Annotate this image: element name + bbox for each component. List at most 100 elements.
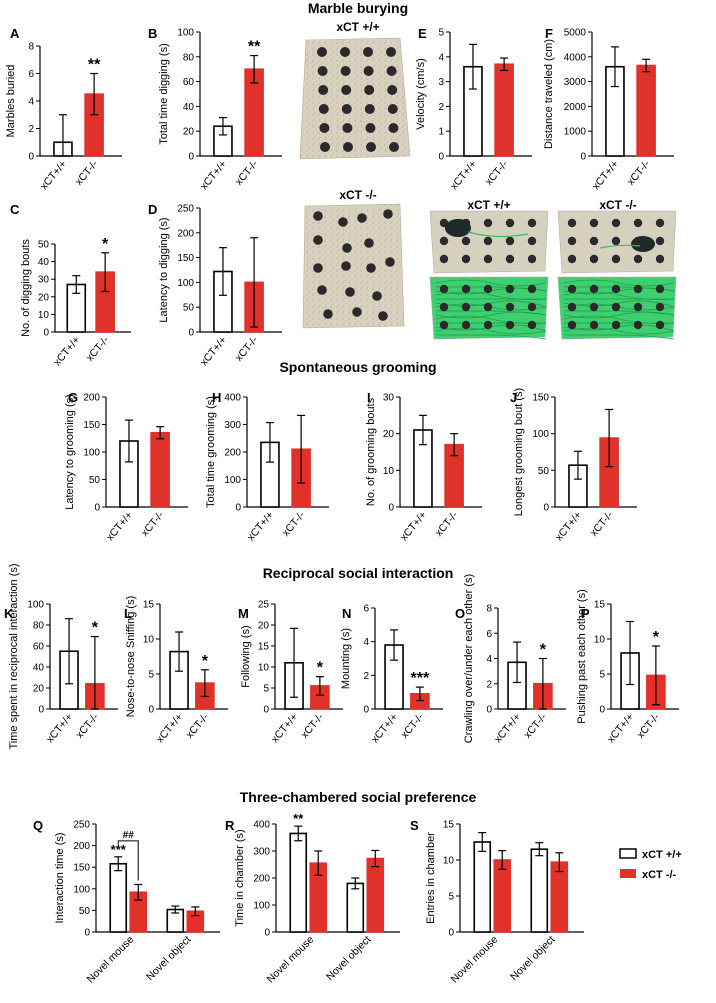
track-line xyxy=(563,327,675,335)
y-tick-label: 200 xyxy=(224,448,241,459)
y-tick-label: 5 xyxy=(448,892,454,903)
y-tick-label: 3000 xyxy=(564,77,587,88)
marble xyxy=(364,104,375,114)
panel-letter-C: C xyxy=(10,202,20,217)
y-tick-label: 15 xyxy=(443,820,455,831)
y-tick-label: 50 xyxy=(79,906,91,917)
marble xyxy=(461,254,471,264)
y-axis-label: Velocity (cm/s) xyxy=(415,58,427,130)
y-tick-label: 15 xyxy=(594,600,606,611)
y-tick-label: 2 xyxy=(438,102,444,113)
marble xyxy=(483,302,493,312)
panel-letter-P: P xyxy=(581,606,590,621)
significance-label: *** xyxy=(411,670,430,687)
y-tick-label: 50 xyxy=(38,240,50,251)
y-tick-label: 3 xyxy=(438,77,444,88)
legend-label-wt: xCT +/+ xyxy=(642,849,682,861)
marble xyxy=(366,142,376,152)
track-line xyxy=(435,311,547,319)
marble xyxy=(633,284,643,294)
bar-xCT-/- xyxy=(494,63,514,157)
y-tick-label: 100 xyxy=(224,475,241,486)
chart-panel-C: C 0 10 20 30 40 50 No. of digging bouts xCT+/+ xC… xyxy=(10,202,131,368)
x-tick-label: xCT-/- xyxy=(399,711,427,741)
bar-Novel object-xCT +/+ xyxy=(346,882,365,933)
marble xyxy=(363,47,373,57)
panel-letter-J: J xyxy=(510,390,517,405)
y-tick-label: 60 xyxy=(183,77,195,88)
y-tick-label: 150 xyxy=(83,420,100,431)
chart-panel-H: H 0 100 200 300 400 Total time grooming (s) xCT… xyxy=(205,390,329,543)
marble xyxy=(655,302,665,312)
x-tick-label: xCT+/+ xyxy=(44,711,75,745)
x-tick-label: xCT-/- xyxy=(84,334,112,364)
photo-track-wt-top xyxy=(429,210,549,274)
marble xyxy=(387,104,398,114)
photo-track-ko-bottom xyxy=(557,276,677,340)
x-tick-label: Novel mouse xyxy=(265,934,317,986)
marble xyxy=(313,211,323,221)
panel-letter-E: E xyxy=(418,26,427,41)
y-tick-label: 10 xyxy=(594,635,606,646)
panel-letter-Q: Q xyxy=(33,818,43,833)
y-tick-label: 20 xyxy=(38,292,50,303)
mouse-wt xyxy=(445,219,471,237)
marble xyxy=(611,218,621,228)
marble xyxy=(342,243,352,253)
y-tick-label: 1 xyxy=(438,127,444,138)
y-tick-label: 0 xyxy=(235,503,241,514)
y-tick-label: 0 xyxy=(388,503,394,514)
y-tick-label: 0 xyxy=(28,152,34,163)
y-tick-label: 0 xyxy=(38,705,44,716)
x-tick-label: xCT-/- xyxy=(280,509,308,539)
y-tick-label: 40 xyxy=(33,663,45,674)
marble xyxy=(341,261,351,271)
y-tick-label: 2 xyxy=(486,679,492,690)
marble xyxy=(461,284,471,294)
x-tick-label: xCT-/- xyxy=(184,711,212,741)
y-tick-label: 200 xyxy=(83,393,100,404)
y-axis-label: Longest grooming bout (s) xyxy=(513,388,525,516)
y-tick-label: 400 xyxy=(253,820,270,831)
marble xyxy=(388,123,399,133)
photo-label-bottom: xCT -/- xyxy=(339,188,376,202)
legend-swatch-ko xyxy=(620,869,636,878)
y-tick-label: 200 xyxy=(177,228,194,239)
y-tick-label: 0 xyxy=(438,152,444,163)
section-title-three-chamber: Three-chambered social preference xyxy=(240,789,477,805)
x-tick-label: xCT-/- xyxy=(299,711,327,741)
marble xyxy=(527,320,537,330)
marble xyxy=(633,254,643,264)
bar-xCT-/- xyxy=(636,64,656,157)
y-tick-label: 0 xyxy=(188,152,194,163)
marble xyxy=(655,284,665,294)
photo-label-pair-right: xCT -/- xyxy=(599,198,636,212)
y-tick-label: 6 xyxy=(363,604,369,615)
chart-panel-N: N 0 2 4 6 Mounting (s) xCT+/+xCT-/- *** xyxy=(340,604,443,745)
panel-letter-I: I xyxy=(367,390,371,405)
y-axis-label: Total time digging (s) xyxy=(158,43,170,145)
photo-label-pair-left: xCT +/+ xyxy=(467,198,510,212)
y-tick-label: 400 xyxy=(224,393,241,404)
marble xyxy=(389,142,399,152)
significance-label: * xyxy=(653,629,660,646)
track-line xyxy=(564,310,675,316)
panel-letter-K: K xyxy=(4,606,14,621)
y-axis-label: No. of digging bouts xyxy=(20,239,32,337)
marble xyxy=(611,284,621,294)
y-tick-label: 300 xyxy=(253,847,270,858)
y-tick-label: 0 xyxy=(543,503,549,514)
marble xyxy=(385,257,395,267)
y-tick-label: 25 xyxy=(258,600,270,611)
marble xyxy=(439,320,449,330)
chart-panel-I: I 0 10 20 30 No. of grooming bouts xCT+/+ xCT-/… xyxy=(365,390,482,543)
marble xyxy=(567,254,577,264)
marble xyxy=(567,320,577,330)
x-tick-label: xCT-/- xyxy=(233,334,261,364)
y-tick-label: 0 xyxy=(94,503,100,514)
section-title-grooming: Spontaneous grooming xyxy=(279,359,436,375)
chart-panel-G: G 0 50 100 150 200 Latency to grooming (s) xCT+… xyxy=(64,390,188,543)
bar-Novel mouse-xCT +/+ xyxy=(289,832,308,933)
marble xyxy=(317,47,327,57)
